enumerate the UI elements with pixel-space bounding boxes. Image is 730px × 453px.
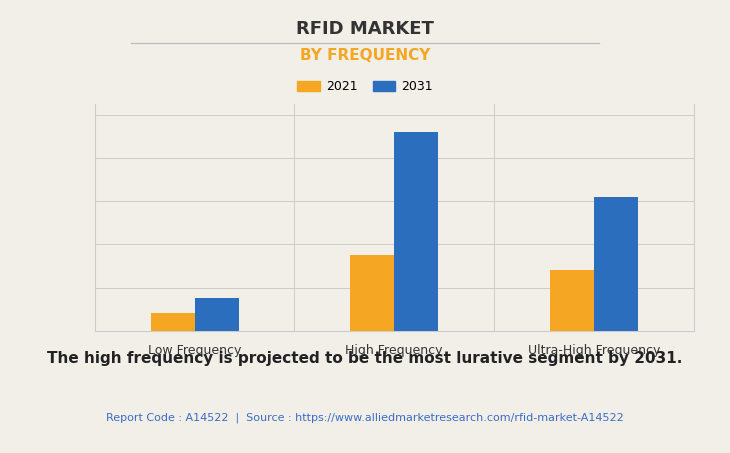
Text: The high frequency is projected to be the most lurative segment by 2031.: The high frequency is projected to be th… — [47, 351, 683, 366]
Text: RFID MARKET: RFID MARKET — [296, 20, 434, 39]
Bar — [151, 313, 195, 331]
Text: Report Code : A14522  |  Source : https://www.alliedmarketresearch.com/rfid-mark: Report Code : A14522 | Source : https://… — [106, 412, 624, 423]
Bar — [593, 197, 637, 331]
Text: BY FREQUENCY: BY FREQUENCY — [300, 48, 430, 63]
Bar — [394, 132, 438, 331]
Bar — [350, 255, 394, 331]
Legend: 2021, 2031: 2021, 2031 — [293, 77, 437, 97]
Bar — [195, 299, 239, 331]
Bar — [550, 270, 593, 331]
